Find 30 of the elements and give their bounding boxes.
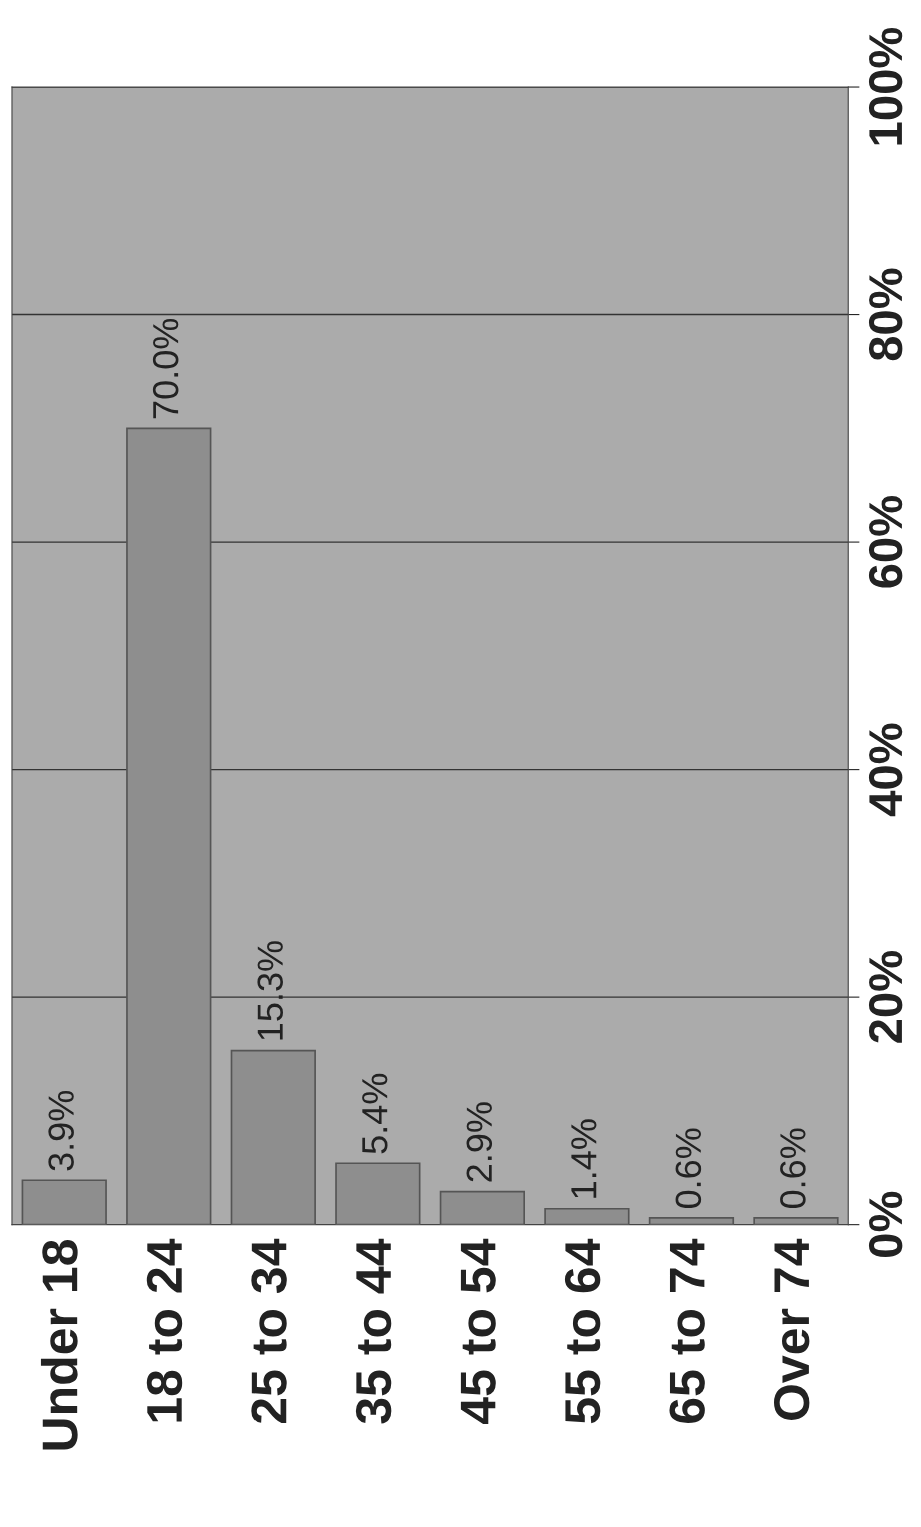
bar xyxy=(648,1216,735,1225)
x-tick-label: 55 to 64 xyxy=(564,1238,601,1424)
data-label: 0.6% xyxy=(675,1128,702,1209)
bar xyxy=(21,1179,107,1225)
y-tick-label: 80% xyxy=(868,268,903,361)
y-tick-label: 0% xyxy=(868,1191,903,1257)
y-tick-label: 40% xyxy=(868,723,903,817)
bar xyxy=(126,427,212,1225)
y-tick-label: 100% xyxy=(868,27,903,145)
data-label: 70.0% xyxy=(152,318,179,419)
data-label: 1.4% xyxy=(571,1119,597,1198)
y-tick-label: 60% xyxy=(868,496,903,588)
x-tick-label: 18 to 24 xyxy=(146,1238,183,1422)
data-label: 5.4% xyxy=(362,1073,388,1154)
bar xyxy=(439,1190,526,1225)
x-tick-label: 25 to 34 xyxy=(251,1238,287,1423)
bar xyxy=(544,1207,630,1225)
x-tick-label: 65 to 74 xyxy=(669,1238,705,1423)
x-tick-label: 45 to 54 xyxy=(460,1238,496,1424)
bar xyxy=(230,1049,316,1225)
data-label: 15.3% xyxy=(257,941,283,1040)
bar xyxy=(335,1162,421,1225)
x-tick-label: Over 74 xyxy=(773,1238,810,1420)
bar xyxy=(753,1216,839,1225)
x-tick-label: Under 18 xyxy=(40,1240,78,1450)
data-label: 2.9% xyxy=(466,1102,493,1182)
data-label: 3.9% xyxy=(48,1090,74,1171)
y-tick-label: 20% xyxy=(868,951,903,1043)
data-label: 0.6% xyxy=(780,1128,806,1209)
x-tick-label: 35 to 44 xyxy=(355,1238,392,1424)
